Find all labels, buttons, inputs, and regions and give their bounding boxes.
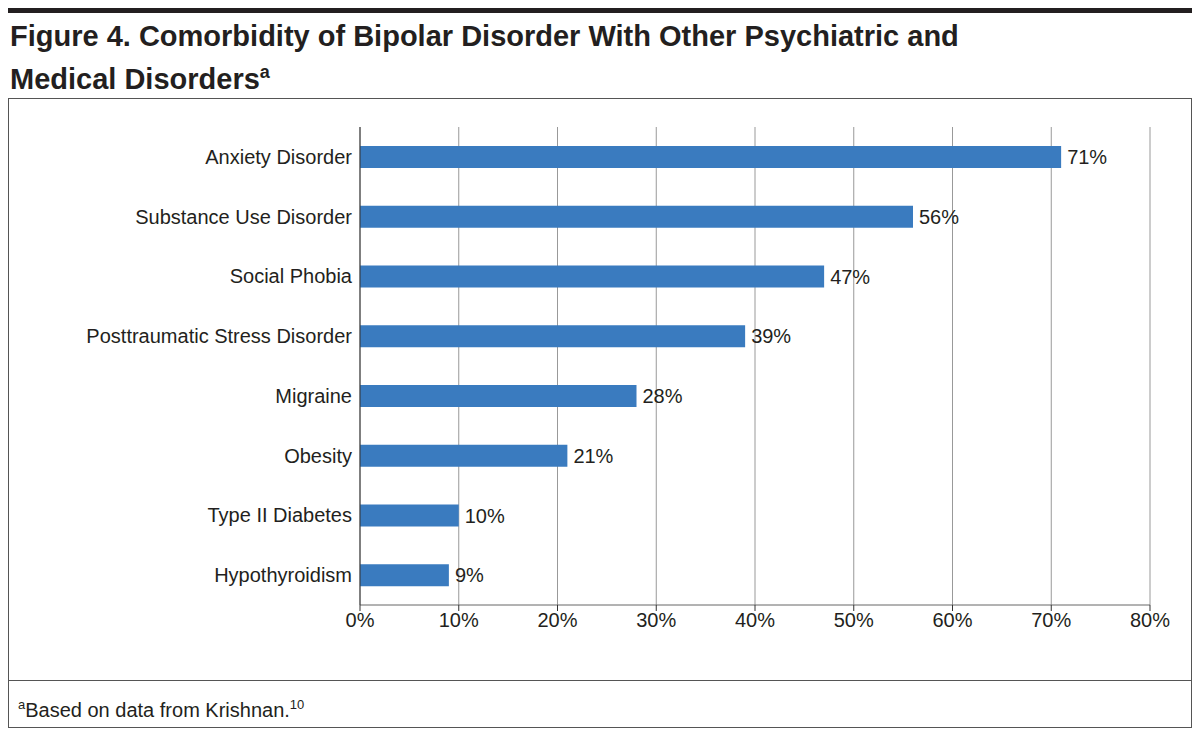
svg-text:Social Phobia: Social Phobia xyxy=(230,265,353,287)
svg-text:Type II Diabetes: Type II Diabetes xyxy=(207,504,352,526)
svg-text:40%: 40% xyxy=(735,609,775,631)
html-text:Figure 4. Comorbidity of Bipol: Figure 4. Comorbidity of Bipolar Disorde… xyxy=(10,20,959,95)
svg-text:10%: 10% xyxy=(465,505,505,527)
svg-text:21%: 21% xyxy=(573,445,613,467)
svg-text:50%: 50% xyxy=(834,609,874,631)
svg-text:60%: 60% xyxy=(932,609,972,631)
svg-text:0%: 0% xyxy=(346,609,375,631)
svg-text:39%: 39% xyxy=(751,325,791,347)
svg-text:28%: 28% xyxy=(643,385,683,407)
html-text:aBased on data from Krishnan.1: aBased on data from Krishnan.10 xyxy=(18,697,305,721)
svg-text:80%: 80% xyxy=(1130,609,1170,631)
svg-text:Anxiety Disorder: Anxiety Disorder xyxy=(205,146,352,168)
svg-text:Obesity: Obesity xyxy=(284,445,352,467)
svg-text:30%: 30% xyxy=(636,609,676,631)
svg-text:Substance Use Disorder: Substance Use Disorder xyxy=(135,206,352,228)
svg-text:70%: 70% xyxy=(1031,609,1071,631)
svg-text:56%: 56% xyxy=(919,206,959,228)
svg-text:9%: 9% xyxy=(455,564,484,586)
svg-text:Posttraumatic Stress Disorder: Posttraumatic Stress Disorder xyxy=(86,325,352,347)
svg-text:10%: 10% xyxy=(439,609,479,631)
svg-text:Hypothyroidism: Hypothyroidism xyxy=(214,564,352,586)
svg-text:20%: 20% xyxy=(537,609,577,631)
svg-text:71%: 71% xyxy=(1067,146,1107,168)
svg-text:Migraine: Migraine xyxy=(275,385,352,407)
svg-text:47%: 47% xyxy=(830,266,870,288)
